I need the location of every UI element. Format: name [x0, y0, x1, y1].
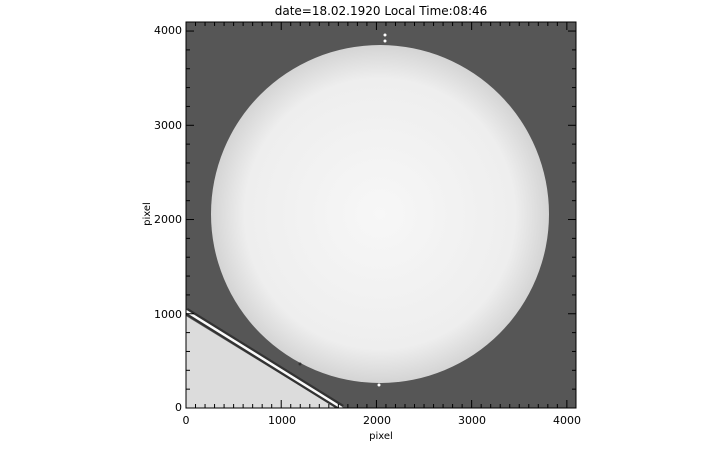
y-tick-label: 0: [175, 401, 182, 414]
plot-title: date=18.02.1920 Local Time:08:46: [275, 4, 488, 18]
axis-ticks: [185, 22, 576, 409]
spot: [298, 362, 302, 366]
y-tick-label: 1000: [154, 308, 182, 321]
y-tick-label: 3000: [154, 119, 182, 132]
spot: [383, 39, 387, 43]
y-tick-label: 2000: [154, 213, 182, 226]
x-tick-labels: 0 1000 2000 3000 4000: [183, 414, 582, 427]
y-axis-label: pixel: [142, 202, 153, 226]
plot-frame: [185, 21, 577, 409]
x-axis-label: pixel: [369, 431, 393, 442]
spot: [383, 33, 387, 37]
solar-disk: [211, 45, 549, 383]
spot: [377, 383, 381, 387]
x-tick-label: 1000: [268, 414, 296, 427]
y-tick-labels: 0 1000 2000 3000 4000: [154, 24, 182, 414]
diagonal-edge-bright: [186, 309, 343, 408]
x-tick-label: 2000: [363, 414, 391, 427]
x-tick-label: 0: [183, 414, 190, 427]
y-tick-label: 4000: [154, 24, 182, 37]
x-tick-label: 3000: [458, 414, 486, 427]
image-area: [186, 22, 576, 408]
x-tick-label: 4000: [553, 414, 581, 427]
